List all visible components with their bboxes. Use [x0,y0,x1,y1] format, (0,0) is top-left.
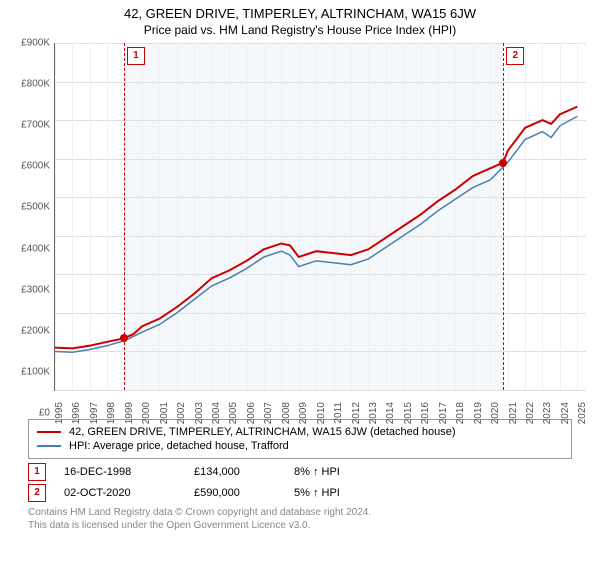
y-axis-labels: £0£100K£200K£300K£400K£500K£600K£700K£80… [10,43,52,413]
x-tick-label: 2011 [333,402,344,424]
page-title: 42, GREEN DRIVE, TIMPERLEY, ALTRINCHAM, … [0,6,600,21]
footnote: Contains HM Land Registry data © Crown c… [28,506,572,532]
x-tick-label: 1998 [106,402,117,424]
x-tick-label: 1996 [71,402,82,424]
legend-swatch [37,431,61,433]
transaction-hpi: 5% ↑ HPI [294,487,404,499]
y-tick-label: £700K [21,120,50,131]
plot-area: 12 [54,43,586,391]
transaction-hpi: 8% ↑ HPI [294,466,404,478]
x-tick-label: 2001 [159,402,170,424]
y-tick-label: £500K [21,202,50,213]
x-tick-label: 2021 [508,402,519,424]
marker-dot [120,334,128,342]
x-tick-label: 2003 [194,402,205,424]
x-tick-label: 2004 [211,402,222,424]
series-line-property [55,107,577,349]
x-tick-label: 2005 [228,402,239,424]
legend-label: 42, GREEN DRIVE, TIMPERLEY, ALTRINCHAM, … [69,426,456,438]
footnote-line-1: Contains HM Land Registry data © Crown c… [28,506,572,519]
transaction-price: £590,000 [194,487,294,499]
x-axis-labels: 1995199619971998199920002001200220032004… [54,391,586,413]
x-tick-label: 2015 [403,402,414,424]
x-tick-label: 2010 [316,402,327,424]
x-tick-label: 2013 [368,402,379,424]
transaction-row: 1 16-DEC-1998£134,0008% ↑ HPI [28,463,572,481]
marker-flag: 1 [127,47,145,65]
x-tick-label: 1995 [54,402,65,424]
series-line-hpi [55,116,577,352]
y-tick-label: £100K [21,366,50,377]
x-tick-label: 2007 [263,402,274,424]
transaction-price: £134,000 [194,466,294,478]
y-tick-label: £300K [21,284,50,295]
y-tick-label: £600K [21,161,50,172]
legend-row: 42, GREEN DRIVE, TIMPERLEY, ALTRINCHAM, … [37,426,563,438]
x-tick-label: 2016 [420,402,431,424]
legend-label: HPI: Average price, detached house, Traf… [69,440,289,452]
page-subtitle: Price paid vs. HM Land Registry's House … [0,23,600,37]
chart-container: 42, GREEN DRIVE, TIMPERLEY, ALTRINCHAM, … [0,6,600,532]
x-tick-label: 2012 [351,402,362,424]
y-tick-label: £200K [21,325,50,336]
x-tick-label: 2006 [246,402,257,424]
transaction-row: 2 02-OCT-2020£590,0005% ↑ HPI [28,484,572,502]
legend-swatch [37,445,61,447]
x-tick-label: 2024 [560,402,571,424]
y-tick-label: £400K [21,243,50,254]
x-tick-label: 2002 [176,402,187,424]
x-tick-label: 2017 [438,402,449,424]
transactions-table: 1 16-DEC-1998£134,0008% ↑ HPI 2 02-OCT-2020… [28,463,572,502]
y-tick-label: £900K [21,38,50,49]
legend-box: 42, GREEN DRIVE, TIMPERLEY, ALTRINCHAM, … [28,419,572,459]
y-tick-label: £0 [39,408,50,419]
marker-dot [499,159,507,167]
marker-flag: 2 [506,47,524,65]
x-tick-label: 2018 [455,402,466,424]
legend-row: HPI: Average price, detached house, Traf… [37,440,563,452]
x-tick-label: 2022 [525,402,536,424]
x-tick-label: 1999 [124,402,135,424]
x-tick-label: 2025 [577,402,588,424]
x-tick-label: 2000 [141,402,152,424]
chart-area: £0£100K£200K£300K£400K£500K£600K£700K£80… [10,43,590,413]
transaction-flag: 2 [28,484,46,502]
footnote-line-2: This data is licensed under the Open Gov… [28,519,572,532]
x-tick-label: 2020 [490,402,501,424]
line-svg [55,43,586,390]
x-tick-label: 2008 [281,402,292,424]
x-tick-label: 2014 [385,402,396,424]
x-tick-label: 2023 [542,402,553,424]
x-tick-label: 2009 [298,402,309,424]
x-tick-label: 2019 [473,402,484,424]
transaction-flag: 1 [28,463,46,481]
transaction-date: 16-DEC-1998 [64,466,194,478]
transaction-date: 02-OCT-2020 [64,487,194,499]
y-tick-label: £800K [21,79,50,90]
x-tick-label: 1997 [89,402,100,424]
